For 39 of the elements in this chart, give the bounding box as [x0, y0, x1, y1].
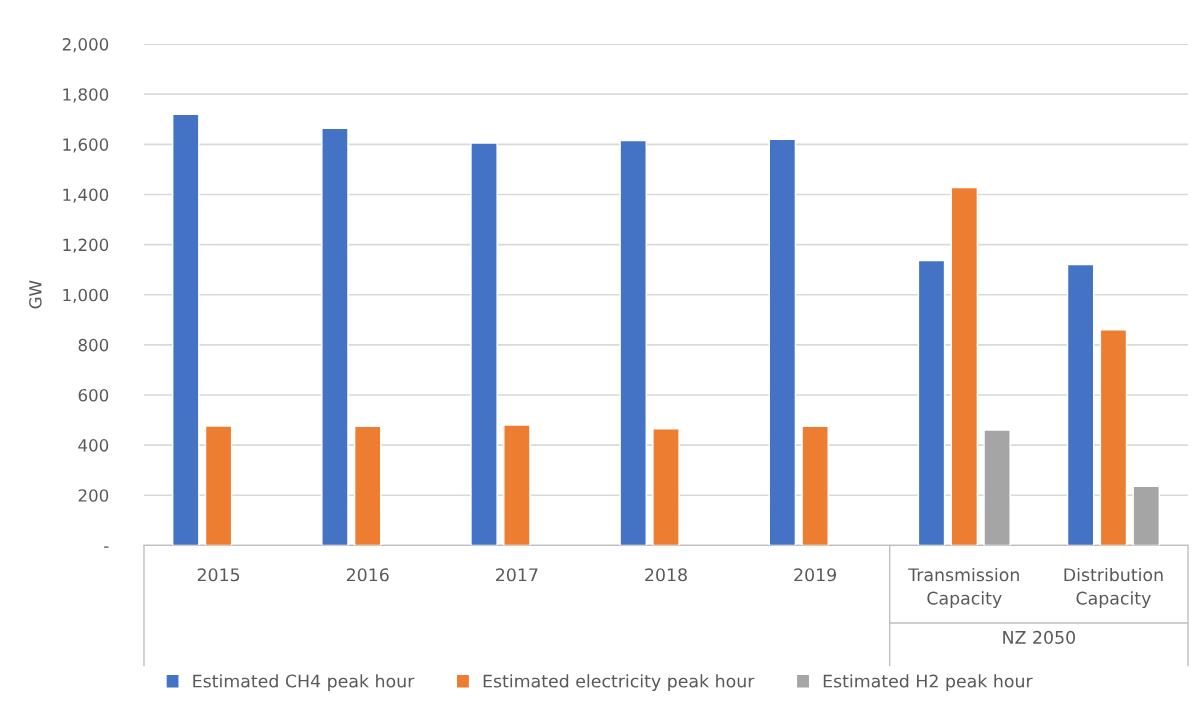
- bar: [801, 425, 829, 546]
- bar: [503, 424, 531, 546]
- x-tick-label: Distribution Capacity: [1064, 567, 1163, 609]
- x-tick-label: 2016: [346, 568, 389, 582]
- bar: [1132, 485, 1160, 546]
- bar: [321, 127, 349, 546]
- bar: [652, 428, 680, 546]
- bar: [1099, 329, 1128, 546]
- y-tick-label: 800: [78, 338, 109, 352]
- bar: [983, 429, 1011, 546]
- bar: [204, 425, 233, 546]
- bar: [917, 259, 946, 546]
- x-tick-label: 2015: [197, 568, 240, 582]
- bar: [1066, 263, 1095, 546]
- y-tick-label: 1,000: [63, 288, 109, 303]
- text: NZ 2050: [1003, 630, 1075, 644]
- bar: [172, 113, 200, 546]
- x-tick-label: Transmission Capacity: [908, 567, 1019, 609]
- x-tick-label: 2018: [645, 568, 687, 582]
- y-tick-label: 2,000: [62, 38, 109, 53]
- legend-label: Estimated H2 peak hour: [823, 674, 1033, 691]
- y-tick-label: 1,600: [63, 138, 109, 153]
- bar: [470, 142, 498, 546]
- x-tick-label: 2017: [496, 568, 538, 582]
- y-tick-label: 1,800: [63, 88, 109, 103]
- bar: [353, 425, 382, 546]
- y-tick-label: 400: [78, 439, 109, 452]
- legend-label: Estimated CH4 peak hour: [193, 674, 415, 691]
- y-tick-label: 1,200: [63, 238, 109, 253]
- y-tick-label: 600: [78, 388, 109, 402]
- bar: [619, 139, 647, 546]
- y-axis-title: GW: [29, 280, 42, 309]
- bar: [950, 186, 979, 546]
- x-tick-label: 2019: [794, 568, 837, 582]
- bar: [768, 138, 797, 546]
- y-tick-label: -: [104, 546, 109, 548]
- y-tick-label: 1,400: [63, 188, 109, 203]
- legend-label: Estimated electricity peak hour: [483, 674, 755, 691]
- y-tick-label: 200: [78, 489, 109, 502]
